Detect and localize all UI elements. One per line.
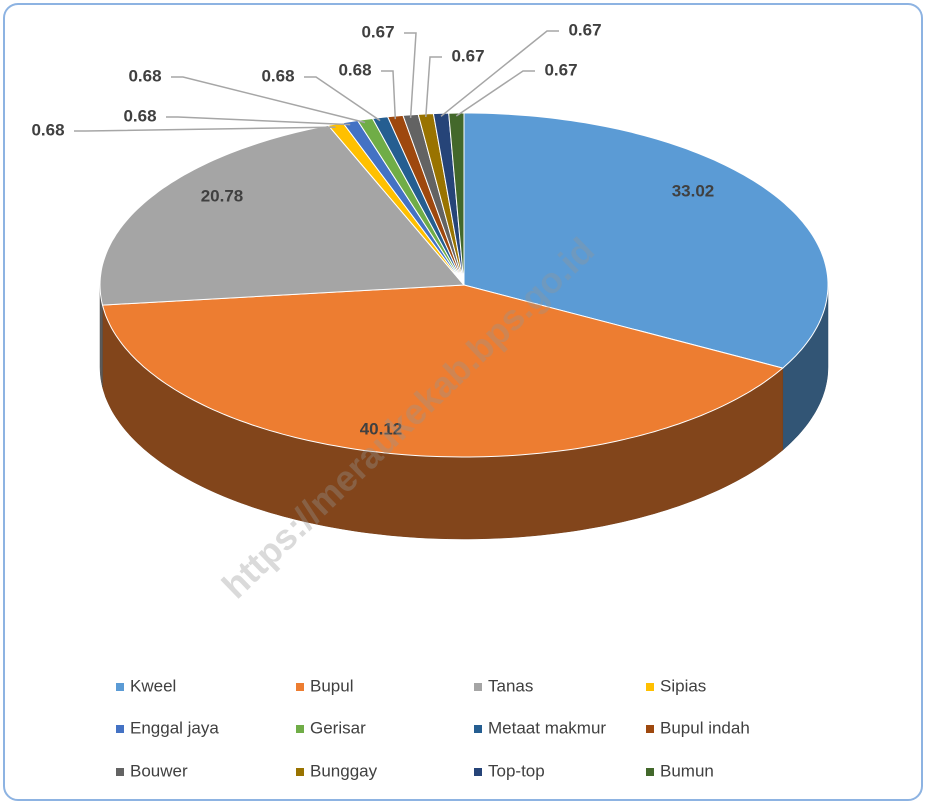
legend-swatch xyxy=(646,683,654,691)
leader-line xyxy=(381,70,397,120)
leader-line xyxy=(166,116,351,126)
data-label: 0.67 xyxy=(544,60,577,79)
legend-label: Bumun xyxy=(660,761,714,780)
legend-swatch xyxy=(474,683,482,691)
data-label: 0.68 xyxy=(261,66,294,85)
pie-tops xyxy=(99,112,829,458)
legend-label: Bupul indah xyxy=(660,718,750,737)
leader-line xyxy=(404,32,417,118)
pie-slice xyxy=(448,112,465,286)
legend-swatch xyxy=(646,725,654,733)
legend-label: Bupul xyxy=(310,676,353,695)
data-label: 0.68 xyxy=(31,120,64,139)
data-label: 40.12 xyxy=(360,419,403,438)
legend-swatch xyxy=(116,725,124,733)
leader-line xyxy=(425,56,442,118)
leader-line xyxy=(74,126,336,132)
data-label: 0.67 xyxy=(361,22,394,41)
pie-slice xyxy=(101,284,784,458)
data-label: 0.68 xyxy=(128,66,161,85)
legend-swatch xyxy=(474,725,482,733)
pie-slice xyxy=(463,112,829,369)
legend-swatch xyxy=(474,768,482,776)
legend-label: Bunggay xyxy=(310,761,378,780)
legend-swatch xyxy=(296,683,304,691)
legend-label: Sipias xyxy=(660,676,706,695)
data-labels: 33.02 40.12 20.78 0.68 0.68 0.68 0.68 0.68 0.67 0… xyxy=(31,20,714,438)
data-label: 0.68 xyxy=(338,60,371,79)
data-label: 20.78 xyxy=(201,186,244,205)
legend-label: Tanas xyxy=(488,676,533,695)
leader-line xyxy=(455,70,535,117)
legend-label: Metaat makmur xyxy=(488,718,606,737)
legend-swatch xyxy=(296,725,304,733)
legend-label: Gerisar xyxy=(310,718,366,737)
data-label: 0.68 xyxy=(123,106,156,125)
data-label: 33.02 xyxy=(672,181,715,200)
legend: Kweel Bupul Tanas Sipias Enggal jaya Gerisar M… xyxy=(116,676,750,780)
legend-label: Top-top xyxy=(488,761,545,780)
legend-swatch xyxy=(116,683,124,691)
leader-line xyxy=(440,30,559,117)
data-label: 0.67 xyxy=(451,46,484,65)
leader-line xyxy=(304,76,381,122)
legend-label: Enggal jaya xyxy=(130,718,219,737)
data-label: 0.67 xyxy=(568,20,601,39)
pie-slice xyxy=(99,124,466,306)
legend-swatch xyxy=(646,768,654,776)
legend-swatch xyxy=(116,768,124,776)
leader-line xyxy=(171,76,366,124)
legend-swatch xyxy=(296,768,304,776)
legend-label: Bouwer xyxy=(130,761,188,780)
legend-label: Kweel xyxy=(130,676,176,695)
